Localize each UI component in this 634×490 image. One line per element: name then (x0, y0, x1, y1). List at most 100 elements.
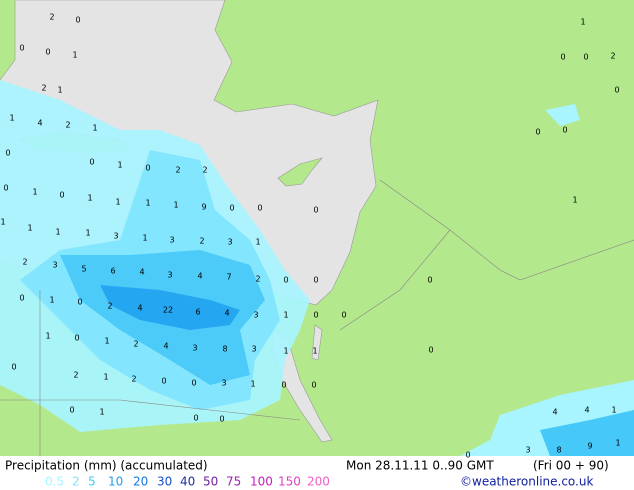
map-value: 1 (103, 373, 108, 382)
map-value: 1 (49, 296, 54, 305)
map-value: 1 (55, 228, 60, 237)
map-value: 0 (229, 204, 234, 213)
map-value: 0 (161, 377, 166, 386)
map-value: 1 (145, 199, 150, 208)
legend-item: 75 (226, 475, 241, 489)
borders (0, 399, 301, 421)
precip-10 (100, 285, 240, 330)
map-value: 2 (49, 13, 54, 22)
map-value: 2 (175, 166, 180, 175)
map-value: 0 (69, 406, 74, 415)
map-value: 0 (427, 276, 432, 285)
map-value: 5 (81, 265, 86, 274)
map-value: 2 (255, 275, 260, 284)
map-value: 1 (99, 408, 104, 417)
map-value: 1 (250, 380, 255, 389)
map-value: 0 (341, 311, 346, 320)
map-value: 2 (610, 52, 615, 61)
map-value: 4 (139, 268, 144, 277)
map-value: 3 (525, 446, 530, 455)
map-value: 7 (226, 273, 231, 282)
map-value: 0 (59, 191, 64, 200)
map-value: 2 (22, 258, 27, 267)
map-value: 4 (37, 119, 42, 128)
map-value: 1 (611, 406, 616, 415)
map-value: 1 (283, 311, 288, 320)
map-value: 1 (572, 196, 577, 205)
map-value: 1 (57, 86, 62, 95)
map-value: 0 (257, 204, 262, 213)
map-value: 2 (202, 166, 207, 175)
map-value: 1 (0, 218, 5, 227)
map-value: 3 (113, 232, 118, 241)
map-value: 2 (41, 84, 46, 93)
legend-item: 200 (307, 475, 330, 489)
map-value: 0 (3, 184, 8, 193)
legend-item: 40 (180, 475, 195, 489)
map-value: 8 (556, 446, 561, 455)
legend-item: 100 (250, 475, 273, 489)
map-value: 9 (587, 442, 592, 451)
map-value: 3 (167, 271, 172, 280)
map-value: 2 (133, 340, 138, 349)
legend-item: 5 (88, 475, 96, 489)
map-value: 4 (584, 406, 589, 415)
map-value: 1 (104, 337, 109, 346)
map-value: 1 (9, 114, 14, 123)
precip-ne (545, 104, 580, 126)
map-value: 8 (222, 345, 227, 354)
map-value: 0 (11, 363, 16, 372)
map-value: 1 (87, 194, 92, 203)
map-value: 1 (283, 347, 288, 356)
map-value: 0 (219, 415, 224, 424)
map-value: 0 (77, 298, 82, 307)
map-value: 1 (615, 439, 620, 448)
map-value: 9 (201, 203, 206, 212)
map-value: 0 (283, 276, 288, 285)
legend-item: 150 (278, 475, 301, 489)
map-value: 4 (224, 309, 229, 318)
map-value: 3 (169, 236, 174, 245)
map-value: 0 (562, 126, 567, 135)
footer (0, 456, 634, 490)
map-value: 4 (552, 408, 557, 417)
map-value: 4 (163, 342, 168, 351)
map-value: 0 (313, 206, 318, 215)
run: (Fri 00 + 90) (533, 459, 609, 473)
title: Precipitation (mm) (accumulated) (5, 459, 208, 473)
map-value: 0 (75, 16, 80, 25)
map-value: 0 (89, 158, 94, 167)
map-value: 1 (27, 224, 32, 233)
map-value: 1 (580, 18, 585, 27)
map-value: 3 (253, 311, 258, 320)
map-value: 1 (72, 51, 77, 60)
map-value: 0 (560, 53, 565, 62)
map-value: 0 (74, 334, 79, 343)
legend-item: 50 (203, 475, 218, 489)
map-value: 3 (251, 345, 256, 354)
gulf (311, 324, 323, 361)
datetime: Mon 28.11.11 0..90 GMT (346, 459, 494, 473)
borders (339, 229, 451, 331)
map-value: 0 (193, 414, 198, 423)
map-value: 1 (142, 234, 147, 243)
map-value: 4 (137, 304, 142, 313)
map-value: 1 (255, 238, 260, 247)
map-value: 2 (107, 302, 112, 311)
map-value: 0 (45, 48, 50, 57)
map-value: 0 (428, 346, 433, 355)
map-value: 0 (5, 149, 10, 158)
map-value: 0 (465, 451, 470, 460)
map-value: 1 (173, 201, 178, 210)
precip-se-2 (540, 410, 634, 456)
map-value: 1 (45, 332, 50, 341)
map-value: 1 (32, 188, 37, 197)
map-value: 0 (281, 381, 286, 390)
map-value: 2 (65, 121, 70, 130)
legend-item: 20 (133, 475, 148, 489)
map-value: 6 (195, 308, 200, 317)
map-value: 0 (583, 53, 588, 62)
map-value: 1 (115, 198, 120, 207)
map-value: 2 (131, 375, 136, 384)
